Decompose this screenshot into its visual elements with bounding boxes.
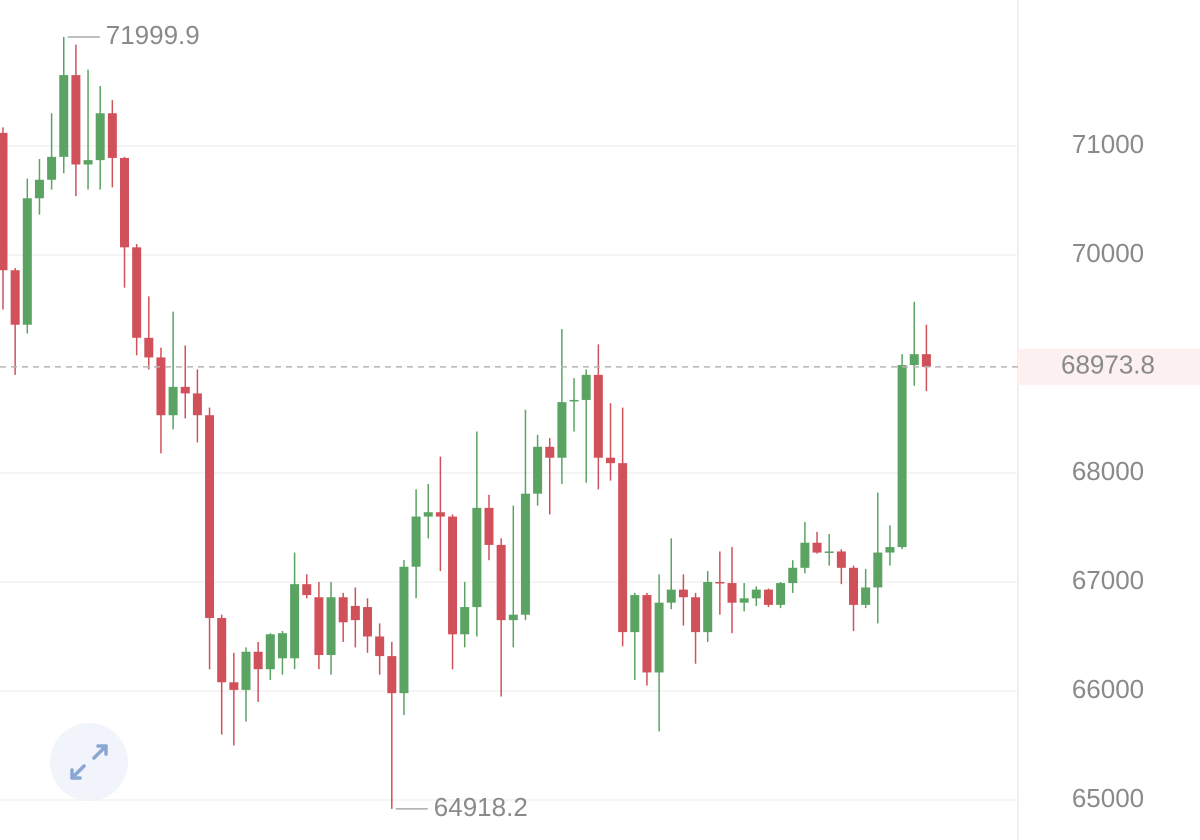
low-label: 64918.2 — [434, 792, 528, 822]
candle-body — [496, 544, 506, 621]
candle-body — [569, 399, 579, 402]
candle-body — [0, 132, 8, 271]
candle-body — [375, 636, 385, 657]
candle-body — [338, 597, 348, 623]
candle-body — [460, 607, 470, 635]
candle-body — [326, 597, 336, 656]
candle-body — [350, 605, 360, 621]
expand-button[interactable] — [50, 723, 128, 801]
candle-body — [411, 516, 421, 567]
candle-body — [921, 354, 931, 367]
expand-button-bg[interactable] — [50, 723, 128, 801]
candle-body — [241, 651, 251, 690]
candle-body — [678, 589, 688, 598]
candle-body — [302, 584, 312, 596]
last-price-label: 68973.8 — [1061, 350, 1155, 380]
y-tick-label: 66000 — [1072, 674, 1144, 704]
candle-body — [849, 567, 858, 605]
candle-body — [484, 507, 494, 545]
candle-body — [95, 113, 105, 161]
candle-body — [533, 446, 543, 494]
candle-body — [715, 581, 725, 584]
candle-body — [399, 566, 409, 694]
candle-body — [423, 512, 433, 517]
candle-body — [788, 567, 798, 584]
candle-body — [836, 551, 846, 568]
candle-body — [363, 607, 372, 637]
candle-body — [10, 270, 20, 325]
candle-body — [59, 75, 69, 157]
candle-body — [763, 589, 773, 605]
candle-body — [654, 602, 664, 673]
candle-body — [229, 682, 239, 690]
candle-body — [909, 354, 919, 366]
high-label: 71999.9 — [106, 20, 200, 50]
candle-body — [776, 583, 786, 605]
candle-body — [47, 156, 57, 180]
candle-body — [132, 247, 142, 338]
candle-body — [71, 75, 81, 165]
candle-body — [180, 386, 190, 394]
candle-body — [739, 598, 749, 603]
candle-body — [520, 493, 530, 615]
candle-body — [751, 589, 761, 599]
candle-body — [642, 595, 652, 673]
candle-body — [630, 595, 640, 633]
candle-body — [156, 357, 166, 416]
candle-body — [873, 552, 883, 588]
candle-body — [508, 614, 518, 621]
last-price-tag — [1018, 348, 1200, 385]
candle-body — [472, 507, 482, 608]
candle-body — [265, 634, 275, 670]
candle-body — [691, 597, 701, 633]
candle-body — [314, 597, 324, 656]
candle-body — [144, 337, 154, 358]
candle-body — [34, 179, 44, 199]
candle-body — [217, 617, 227, 683]
candle-body — [107, 113, 117, 158]
expand-icon[interactable] — [70, 744, 108, 780]
y-tick-label: 70000 — [1072, 238, 1144, 268]
candle-body — [557, 402, 567, 458]
candle-body — [812, 542, 822, 553]
candle-body — [666, 589, 676, 603]
candle-body — [22, 198, 32, 325]
y-tick-label: 68000 — [1072, 456, 1144, 486]
candle-body — [593, 374, 603, 458]
candle-body — [800, 542, 810, 568]
candle-body — [290, 584, 300, 659]
candle-body — [581, 374, 591, 400]
y-tick-label: 71000 — [1072, 129, 1144, 159]
candle-body — [253, 651, 263, 670]
candle-body — [606, 457, 615, 464]
candle-body — [192, 393, 202, 416]
candle-body — [205, 415, 215, 618]
candle-body — [277, 633, 287, 659]
candle-body — [618, 463, 628, 633]
candle-body — [387, 656, 397, 694]
candle-body — [448, 516, 458, 635]
candle-body — [545, 446, 555, 458]
candle-body — [703, 581, 713, 633]
candle-body — [824, 551, 834, 553]
candle-body — [83, 160, 93, 165]
y-tick-label: 67000 — [1072, 565, 1144, 595]
candle-body — [885, 547, 895, 553]
candle-body — [727, 583, 737, 603]
candle-body — [861, 587, 871, 605]
candle-body — [435, 512, 445, 517]
y-tick-label: 65000 — [1072, 783, 1144, 813]
candle-body — [120, 157, 129, 248]
candle-body — [168, 386, 178, 416]
candle-body — [897, 365, 907, 548]
